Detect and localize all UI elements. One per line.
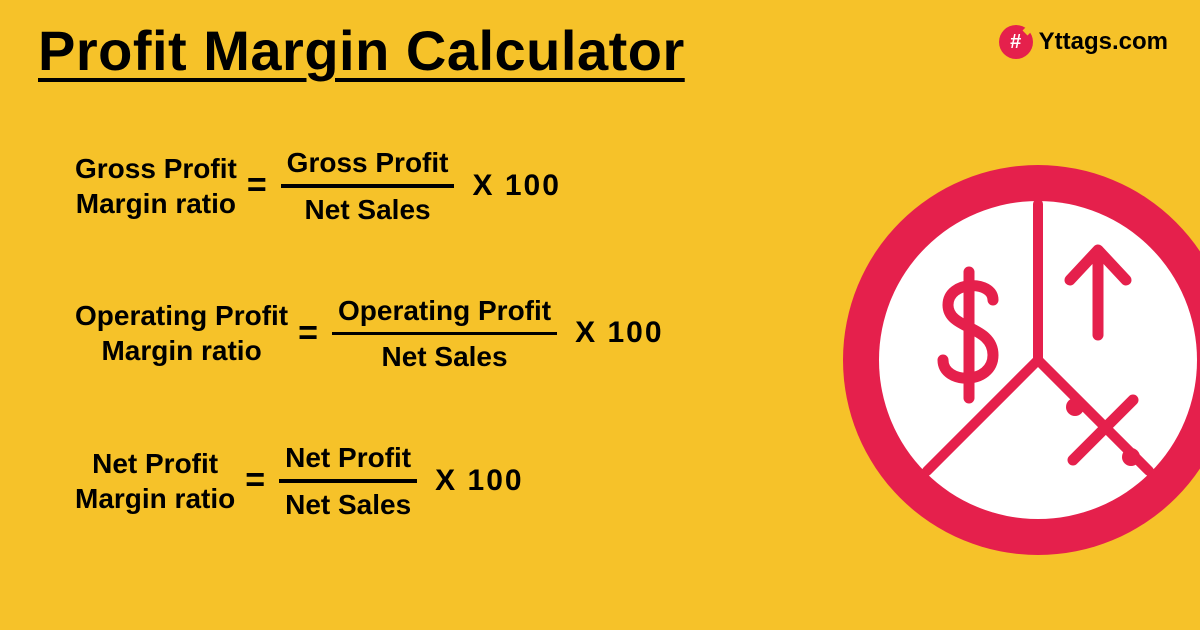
equals-sign: =: [298, 314, 318, 353]
profit-pie-icon: [838, 160, 1200, 560]
multiplier: X 100: [435, 464, 523, 498]
formula-fraction: Gross Profit Net Sales: [281, 145, 455, 227]
fraction-numerator: Gross Profit: [281, 145, 455, 184]
multiplier: X 100: [575, 316, 663, 350]
fraction-numerator: Operating Profit: [332, 293, 557, 332]
formula-lhs: Net Profit Margin ratio: [75, 446, 235, 516]
formula-lhs: Operating Profit Margin ratio: [75, 298, 288, 368]
brand-name: Yttags.com: [1039, 28, 1168, 56]
formula-gross: Gross Profit Margin ratio = Gross Profit…: [75, 145, 664, 227]
hash-icon: #: [999, 25, 1033, 59]
formula-list: Gross Profit Margin ratio = Gross Profit…: [75, 145, 664, 522]
formula-lhs: Gross Profit Margin ratio: [75, 151, 237, 221]
multiplier: X 100: [472, 169, 560, 203]
formula-operating: Operating Profit Margin ratio = Operatin…: [75, 293, 664, 375]
brand-logo: # Yttags.com: [999, 25, 1168, 59]
sparkle-icon: [1022, 26, 1032, 36]
page-title: Profit Margin Calculator: [38, 18, 685, 83]
formula-fraction: Operating Profit Net Sales: [332, 293, 557, 375]
formula-net: Net Profit Margin ratio = Net Profit Net…: [75, 440, 664, 522]
fraction-denominator: Net Sales: [299, 188, 437, 227]
formula-fraction: Net Profit Net Sales: [279, 440, 417, 522]
equals-sign: =: [245, 461, 265, 500]
fraction-denominator: Net Sales: [279, 483, 417, 522]
equals-sign: =: [247, 166, 267, 205]
fraction-denominator: Net Sales: [376, 335, 514, 374]
fraction-numerator: Net Profit: [279, 440, 417, 479]
